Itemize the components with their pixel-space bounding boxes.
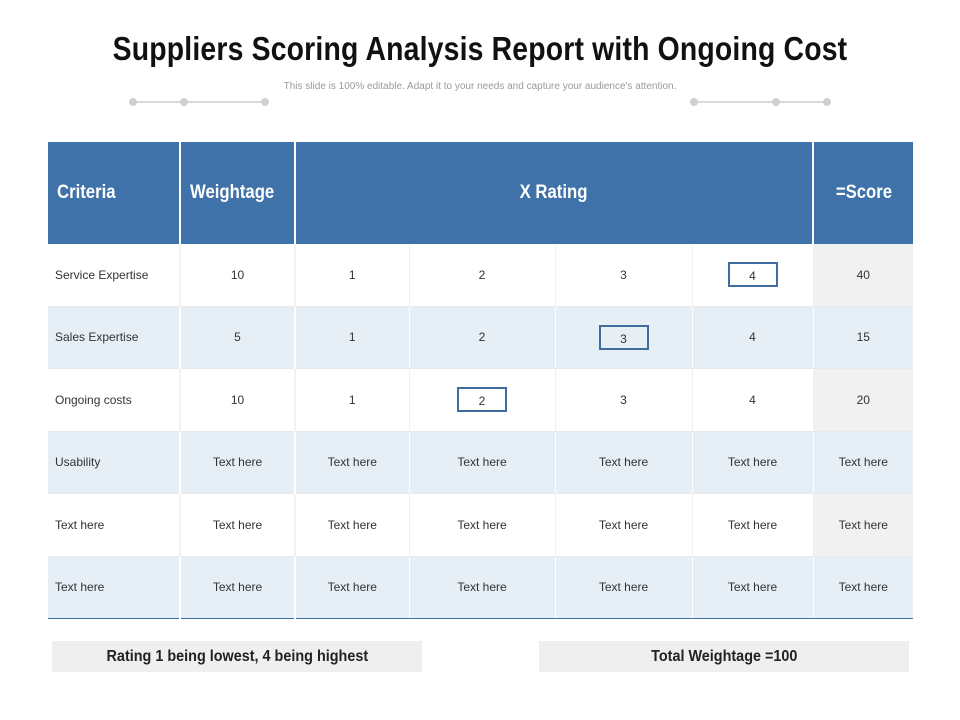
score-cell: 40 [813,244,913,307]
rating-cell-3: Text here [555,431,693,494]
table-row: Text here Text here Text here Text here Text… [48,556,913,619]
header-rating: X Rating [295,142,814,244]
rating-cell-4: Text here [692,556,814,619]
rating-cell-3: 3 [555,244,693,307]
score-cell: 20 [813,368,913,432]
rating-cell-1: Text here [295,493,410,557]
header-criteria: Criteria [48,142,181,244]
scoring-table: Criteria Weightage X Rating =Score Servi… [48,142,913,619]
criteria-cell: Text here [48,556,181,619]
weightage-cell: Text here [180,493,296,557]
decorative-divider [0,98,960,106]
header-weightage: Weightage [180,142,296,244]
rating-cell-4: 4 [692,244,814,307]
criteria-cell: Service Expertise [48,244,181,307]
rating-cell-1: 1 [295,368,410,432]
selected-rating-box: 3 [598,324,649,350]
rating-cell-3: Text here [555,493,693,557]
rating-cell-1: 1 [295,306,410,369]
rating-cell-4: Text here [692,431,814,494]
rating-cell-4: Text here [692,493,814,557]
score-cell: Text here [813,431,913,494]
rating-cell-4: 4 [692,368,814,432]
rating-cell-3: 3 [555,306,693,369]
rating-cell-1: Text here [295,556,410,619]
criteria-cell: Sales Expertise [48,306,181,369]
table-row: Ongoing costs 10 1 2 3 4 20 [48,368,913,432]
rating-cell-2: 2 [409,306,556,369]
rating-cell-2: Text here [409,556,556,619]
weightage-cell: Text here [180,556,296,619]
table-row: Service Expertise 10 1 2 3 4 40 [48,244,913,307]
rating-cell-3: 3 [555,368,693,432]
page-title: Suppliers Scoring Analysis Report with O… [112,30,848,67]
rating-cell-2: 2 [409,244,556,307]
page-subtitle: This slide is 100% editable. Adapt it to… [283,81,677,92]
score-cell: Text here [813,556,913,619]
selected-rating-box: 2 [457,387,507,413]
selected-rating-box: 4 [727,262,778,288]
table-row: Sales Expertise 5 1 2 3 4 15 [48,306,913,369]
rating-cell-3: Text here [555,556,693,619]
rating-cell-4: 4 [692,306,814,369]
rating-cell-1: 1 [295,244,410,307]
rating-cell-2: 2 [409,368,556,432]
weightage-cell: 10 [180,244,296,307]
rating-cell-2: Text here [409,493,556,557]
weightage-cell: Text here [180,431,296,494]
score-cell: 15 [813,306,913,369]
table-row: Text here Text here Text here Text here Text… [48,493,913,557]
rating-cell-2: Text here [409,431,556,494]
score-cell: Text here [813,493,913,557]
weightage-cell: 5 [180,306,296,369]
criteria-cell: Usability [48,431,181,494]
table-row: Usability Text here Text here Text here Text… [48,431,913,494]
total-weightage-note: Total Weightage =100 [539,641,909,672]
rating-cell-1: Text here [295,431,410,494]
rating-scale-note: Rating 1 being lowest, 4 being highest [52,641,422,672]
criteria-cell: Text here [48,493,181,557]
header-score: =Score [813,142,913,244]
criteria-cell: Ongoing costs [48,368,181,432]
weightage-cell: 10 [180,368,296,432]
table-header-row: Criteria Weightage X Rating =Score [48,142,913,244]
